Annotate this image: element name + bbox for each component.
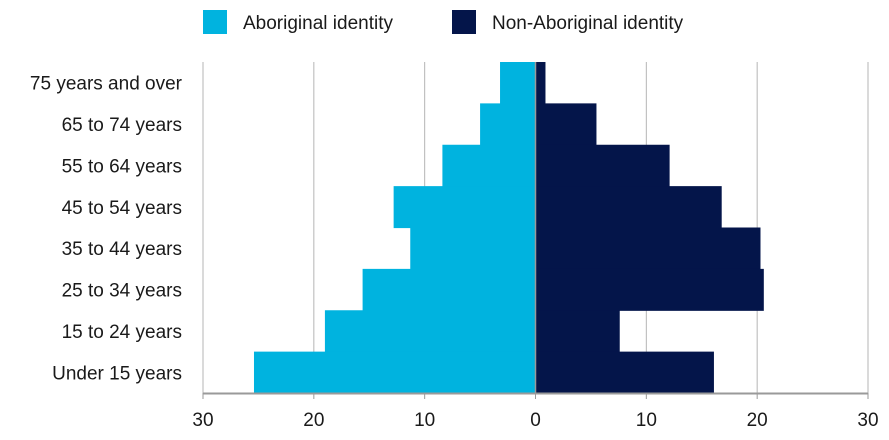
category-labels: 75 years and over 65 to 74 years 55 to 64 … xyxy=(30,74,183,385)
x-tick-label: 0 xyxy=(530,410,541,431)
category-label: Under 15 years xyxy=(52,363,182,384)
bar-non-aboriginal xyxy=(535,62,546,104)
bar-aboriginal xyxy=(253,351,536,394)
bar-non-aboriginal xyxy=(535,227,761,270)
category-label: 35 to 44 years xyxy=(62,239,182,260)
x-tick-label: 30 xyxy=(192,410,213,431)
bar-non-aboriginal xyxy=(535,186,722,229)
bar-non-aboriginal xyxy=(535,268,764,311)
x-tick-label: 20 xyxy=(303,410,324,431)
x-tick-label: 10 xyxy=(414,410,435,431)
category-label: 65 to 74 years xyxy=(62,115,182,136)
x-tick-labels: 30 20 10 0 10 20 30 xyxy=(192,410,878,431)
category-label: 45 to 54 years xyxy=(62,198,182,219)
bar-non-aboriginal xyxy=(535,351,714,394)
bar-non-aboriginal xyxy=(535,144,670,187)
category-label: 25 to 34 years xyxy=(62,281,182,302)
bar-aboriginal xyxy=(410,227,536,270)
bar-aboriginal xyxy=(362,268,536,311)
axes xyxy=(202,62,869,399)
bar-aboriginal xyxy=(500,62,536,104)
legend-label: Aboriginal identity xyxy=(243,13,393,34)
bars xyxy=(253,62,764,394)
bar-non-aboriginal xyxy=(535,310,620,353)
bar-aboriginal xyxy=(324,310,536,353)
legend-swatch xyxy=(203,10,227,34)
x-tick-label: 30 xyxy=(857,410,878,431)
category-label: 55 to 64 years xyxy=(62,156,182,177)
bar-aboriginal xyxy=(393,186,536,229)
legend-swatch xyxy=(452,10,476,34)
bar-non-aboriginal xyxy=(535,103,597,146)
x-tick-label: 10 xyxy=(636,410,657,431)
legend-label: Non-Aboriginal identity xyxy=(492,13,684,34)
x-tick-label: 20 xyxy=(747,410,768,431)
bar-aboriginal xyxy=(480,103,536,146)
bar-aboriginal xyxy=(442,144,536,187)
category-label: 15 to 24 years xyxy=(62,322,182,343)
legend: Aboriginal identity Non-Aboriginal identi… xyxy=(203,10,684,34)
category-label: 75 years and over xyxy=(30,74,183,95)
